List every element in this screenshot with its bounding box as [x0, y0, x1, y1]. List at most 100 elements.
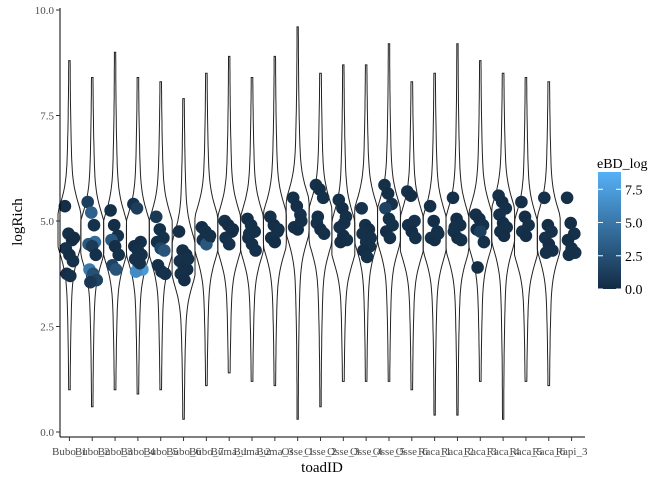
data-point — [222, 237, 236, 251]
data-point — [423, 199, 437, 213]
violin-Raca_5 — [514, 77, 538, 382]
x-tick-label: Raca_4 — [487, 446, 520, 458]
y-axis-title: logRich — [10, 198, 26, 246]
data-point — [172, 225, 186, 238]
violin-Osse_4 — [354, 64, 379, 382]
x-tick-label: Bubo_4 — [120, 446, 155, 458]
data-point — [404, 189, 418, 202]
x-tick-label: Osse_3 — [327, 446, 360, 458]
data-point — [562, 248, 576, 262]
data-point — [178, 273, 191, 287]
legend-tick-label: 2.5 — [625, 250, 643, 265]
data-point — [538, 191, 551, 205]
data-point — [364, 231, 378, 245]
violin-Bubo_1 — [57, 60, 82, 391]
legend-title: eBD_log — [597, 157, 648, 172]
points-layer — [58, 178, 582, 289]
data-point — [497, 229, 511, 243]
data-point — [158, 267, 172, 281]
data-point — [89, 248, 103, 262]
color-legend: eBD_log 0.0 2.5 5.0 7.5 — [597, 157, 648, 298]
violin-Bubo_5 — [148, 81, 173, 391]
data-point — [107, 218, 121, 232]
data-point — [317, 227, 331, 240]
data-point — [560, 191, 574, 205]
y-tick-label: 2.5 — [40, 322, 54, 334]
data-point — [379, 202, 392, 215]
data-point — [226, 223, 240, 236]
violin-Raca_3 — [468, 60, 493, 382]
data-point — [427, 214, 441, 228]
x-ticks: Bubo_1Bubo_2Bubo_3Bubo_4Bubo_5Bubo_6Bubo… — [52, 437, 588, 458]
y-tick-label: 10.0 — [35, 5, 55, 17]
x-tick-label: Raca_3 — [464, 446, 497, 458]
data-point — [81, 195, 94, 209]
y-tick-label: 0.0 — [40, 427, 54, 439]
violin-Raca_2 — [445, 43, 470, 416]
x-tick-label: Rapi_3 — [556, 446, 588, 458]
data-point — [112, 248, 125, 262]
x-axis-title: toadID — [301, 460, 343, 476]
violin-Bubo_3 — [103, 51, 127, 391]
x-tick-label: Buma_1 — [211, 446, 248, 458]
data-point — [337, 216, 351, 230]
data-point — [311, 210, 325, 224]
data-point — [454, 233, 468, 247]
data-point — [249, 244, 262, 257]
data-point — [149, 210, 163, 224]
x-tick-label: Osse_1 — [281, 446, 313, 458]
data-point — [87, 218, 101, 232]
violin-Raca_4 — [491, 72, 516, 420]
violin-Bubo_4 — [125, 77, 150, 395]
violin-Buma_3 — [262, 55, 287, 387]
legend-tick-label: 0.0 — [625, 283, 643, 298]
data-point — [64, 269, 77, 283]
violin-Bubo_2 — [80, 77, 105, 408]
data-point — [130, 202, 144, 215]
legend-colorbar — [598, 172, 621, 289]
data-point — [295, 214, 308, 228]
x-tick-label: Raca_5 — [509, 446, 542, 458]
data-point — [515, 195, 528, 209]
y-ticks: 0.0 2.5 5.0 7.5 10.0 — [35, 5, 60, 439]
legend-tick-label: 7.5 — [625, 183, 643, 198]
data-point — [355, 202, 369, 215]
violin-layer — [57, 26, 561, 420]
data-point — [268, 235, 282, 249]
data-point — [448, 221, 462, 234]
x-tick-label: Raca_6 — [532, 446, 565, 458]
x-tick-label: Raca_2 — [441, 446, 474, 458]
data-point — [381, 187, 395, 200]
x-tick-label: Raca_1 — [418, 446, 451, 458]
data-point — [272, 223, 285, 236]
data-point — [383, 231, 397, 245]
data-point — [58, 199, 72, 213]
y-tick-label: 7.5 — [40, 111, 54, 123]
y-tick-label: 5.0 — [40, 216, 54, 228]
violin-Osse_1 — [285, 26, 310, 420]
violin-Raca_1 — [422, 72, 447, 416]
data-point — [564, 216, 577, 230]
legend-tick-label: 5.0 — [625, 217, 643, 232]
data-point — [158, 244, 171, 257]
violin-Osse_3 — [331, 64, 356, 382]
x-tick-label: Osse_5 — [373, 446, 406, 458]
x-tick-label: Bubo_1 — [52, 446, 87, 458]
data-point — [334, 235, 347, 249]
x-tick-label: Bubo_3 — [98, 446, 133, 458]
data-point — [85, 206, 98, 219]
data-point — [471, 261, 484, 274]
data-point — [84, 275, 97, 289]
data-point — [539, 246, 553, 259]
violin-Bubo_6 — [171, 98, 196, 420]
violin-Osse_2 — [308, 72, 333, 408]
data-point — [66, 254, 80, 268]
x-tick-label: Osse_4 — [350, 446, 383, 458]
data-point — [109, 263, 123, 276]
x-tick-label: Bubo_5 — [143, 446, 178, 458]
x-tick-label: Bubo_6 — [166, 446, 201, 458]
x-tick-label: Bubo_7 — [189, 446, 224, 458]
x-tick-label: Osse_6 — [396, 446, 429, 458]
data-point — [519, 229, 533, 243]
